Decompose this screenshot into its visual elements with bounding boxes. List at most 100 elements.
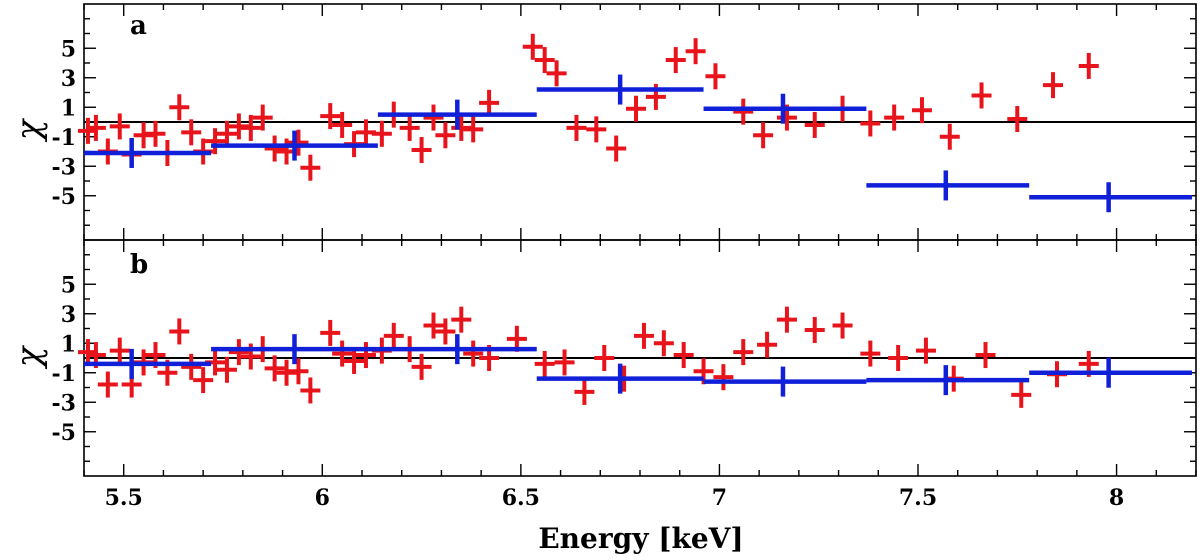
x-tick-label: 6: [315, 485, 330, 511]
panel-a-ytick-label: -5: [52, 184, 76, 210]
panel-b-red-point: [216, 356, 237, 383]
panel-a-ytick-label: 1: [61, 95, 76, 121]
panel-a-red-point: [332, 111, 353, 138]
panel-b-ytick-label: 1: [61, 331, 76, 357]
panel-a-ytick-label: 5: [61, 36, 76, 62]
panel-b-red-point: [713, 364, 734, 391]
panel-a-red-point: [145, 120, 166, 147]
panel-a-ytick-label: -1: [52, 125, 76, 151]
panel-a-red-point: [423, 104, 444, 131]
panel-a-blue-bin: [84, 137, 212, 168]
x-tick-label: 7.5: [899, 485, 937, 511]
panel-b-red-point: [594, 345, 615, 371]
panel-a-blue-bin: [211, 130, 378, 161]
panel-a-red-point: [586, 116, 607, 143]
panel-b-blue-bin: [536, 363, 704, 394]
panel-b-red-point: [181, 353, 202, 380]
panel-a-red-point: [181, 119, 202, 146]
panel-b-red-point: [411, 353, 432, 380]
panel-a-red-point: [804, 111, 825, 138]
panel-b-red-point: [355, 342, 376, 369]
panel-a-red-point: [85, 114, 106, 141]
panel-b-red-point: [757, 331, 778, 358]
panel-b-ylabel: χ: [9, 344, 49, 369]
panel-a-blue-bin: [377, 99, 537, 130]
panel-a-red-point: [971, 82, 992, 109]
panel-a-red-point: [463, 116, 484, 143]
panel-b-red-point: [915, 337, 936, 364]
panel-a-red-point: [435, 122, 456, 149]
panel-b-red-point: [1011, 381, 1032, 408]
x-tick-label: 5.5: [105, 485, 143, 511]
panel-b-red-point: [534, 350, 555, 377]
panel-a-ylabel: χ: [9, 117, 49, 142]
panel-b-red-point: [554, 349, 575, 376]
panel-a-red-point: [911, 97, 932, 124]
panel-b: b χ 5 3 1 -1 -3 -5: [9, 239, 1197, 477]
panel-b-red-point: [888, 345, 909, 371]
panel-a-red-point: [288, 129, 309, 156]
panel-a-red-point: [169, 94, 190, 121]
x-tick-label: 6.5: [502, 485, 540, 511]
panel-a-blue-bin: [1029, 182, 1193, 213]
panel-a-red-point: [216, 120, 237, 147]
panel-a-red-point: [109, 113, 130, 140]
panel-a-red-point: [606, 135, 627, 162]
panel-a-red-point: [205, 128, 226, 155]
panel-a-red-point: [252, 104, 273, 131]
panel-a-red-point: [860, 110, 881, 137]
panel-b-red-point: [264, 355, 285, 382]
panel-a-red-point: [939, 123, 960, 150]
panel-b-label: b: [130, 250, 148, 280]
panel-b-red-point: [653, 330, 674, 357]
panel-b-red-point: [423, 312, 444, 339]
x-axis: Energy [keV] 5.5 6 6.5 7 7.5 8: [105, 485, 1125, 555]
panel-b-red-point: [451, 306, 472, 333]
panel-a: a χ 5 3 1 -1 -3 -5: [9, 3, 1197, 241]
panel-b-red-point: [435, 318, 456, 345]
panel-a-red-point: [1078, 52, 1099, 79]
panel-b-red-point: [975, 342, 996, 369]
panel-b-ytick-label: -3: [52, 390, 76, 416]
panel-a-ytick-label: -3: [52, 154, 76, 180]
panel-b-red-point: [832, 312, 853, 339]
panel-a-red-point: [399, 114, 420, 141]
panel-a-ytick-label: 3: [61, 66, 76, 92]
panel-a-red-point: [884, 104, 905, 131]
x-tick-label: 8: [1109, 485, 1124, 511]
panel-a-red-point: [705, 63, 726, 90]
panel-a-red-point: [1043, 72, 1064, 99]
panel-a-red-point: [411, 137, 432, 164]
panel-b-red-point: [860, 340, 881, 367]
panel-b-red-point: [733, 339, 754, 366]
panel-b-red-point: [383, 322, 404, 349]
panel-a-red-point: [566, 114, 587, 141]
panel-a-blue-bin: [703, 93, 867, 124]
x-tick-label: 7: [712, 485, 727, 511]
panel-a-red-point: [1007, 106, 1028, 133]
panel-b-red-point: [109, 337, 130, 364]
panel-b-red-point: [673, 342, 694, 369]
panel-a-red-point: [753, 122, 774, 149]
panel-a-red-point: [665, 47, 686, 74]
panel-a-red-point: [546, 60, 567, 87]
panel-b-red-point: [574, 378, 595, 405]
panel-b-ytick-label: 3: [61, 302, 76, 328]
panel-a-blue-bin: [866, 170, 1030, 201]
panel-a-label: a: [130, 11, 147, 41]
panel-b-red-point: [228, 339, 249, 366]
panel-b-blue-bin: [84, 348, 212, 379]
panel-b-blue-bin: [377, 334, 537, 365]
panel-b-red-point: [193, 367, 214, 394]
x-axis-label: Energy [keV]: [538, 522, 743, 555]
panel-a-red-point: [733, 98, 754, 125]
panel-b-ytick-label: 5: [61, 272, 76, 298]
panel-b-red-point: [97, 371, 118, 398]
panel-b-red-point: [320, 319, 341, 346]
panel-a-red-point: [522, 33, 543, 60]
panel-b-red-point: [332, 340, 353, 367]
panel-a-red-point: [479, 89, 500, 116]
panel-b-red-point: [344, 347, 365, 374]
panel-b-red-point: [288, 358, 309, 385]
